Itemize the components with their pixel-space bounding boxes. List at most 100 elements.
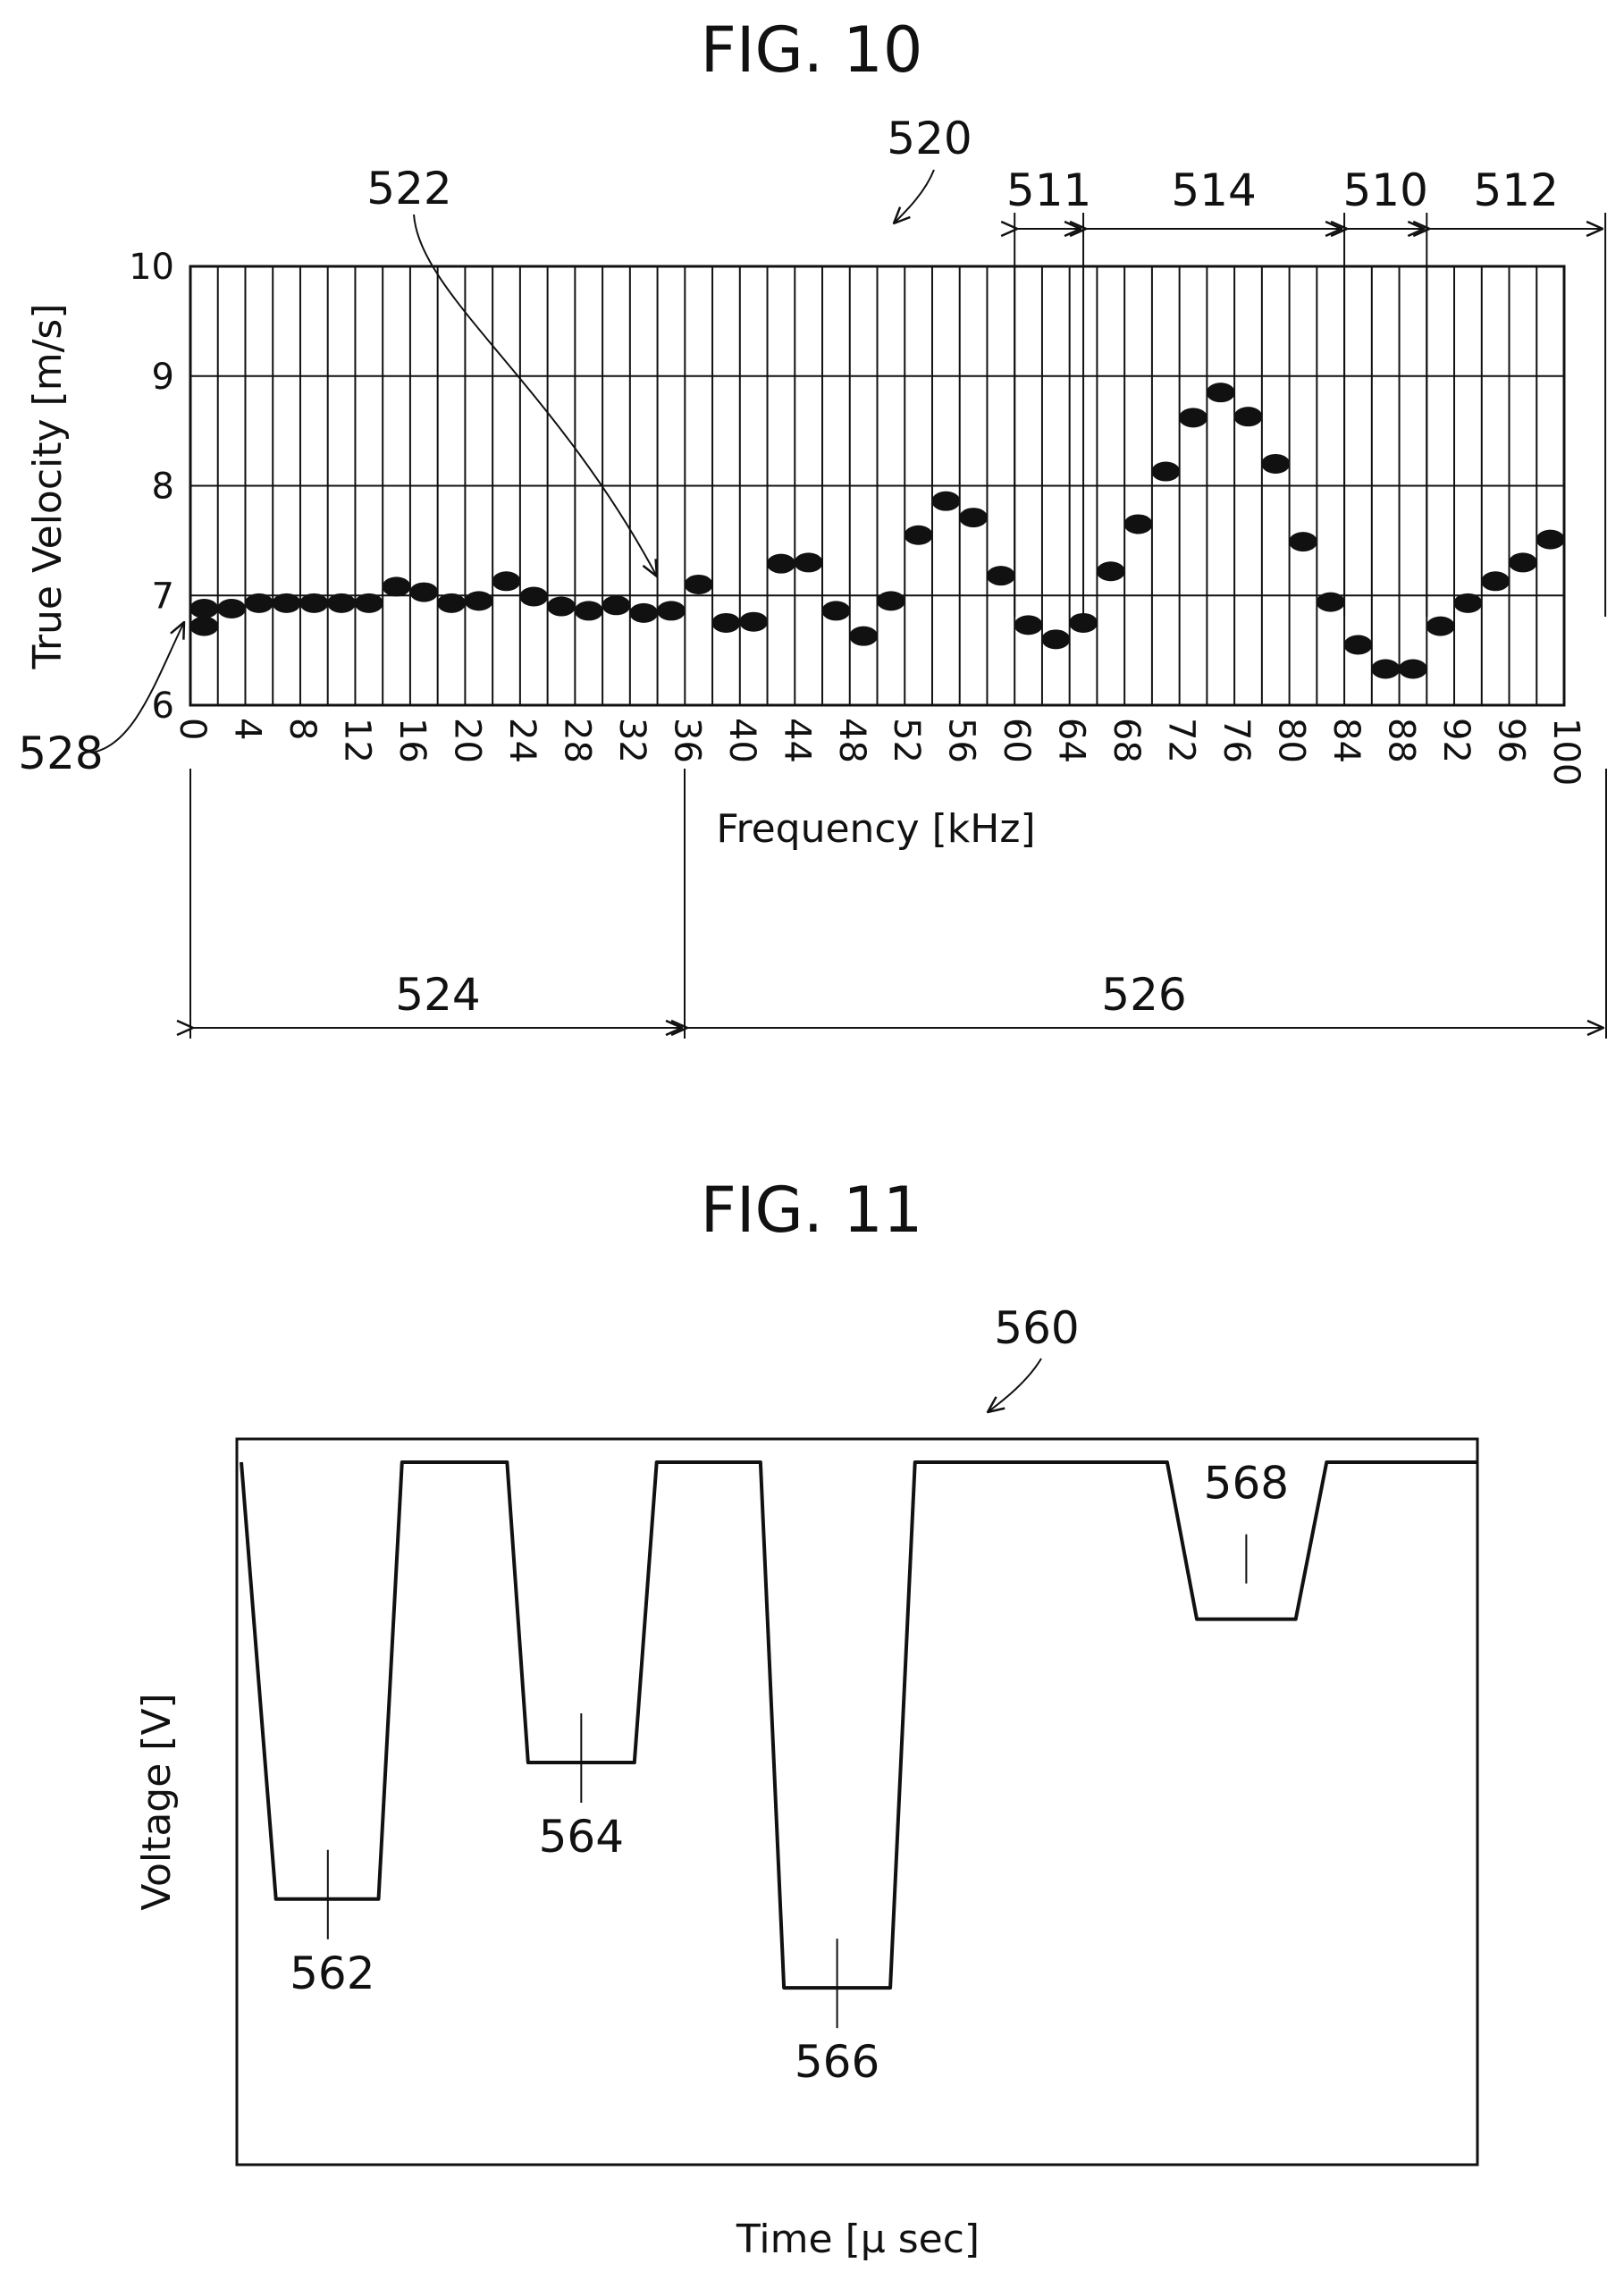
fig10-data-point xyxy=(299,593,329,613)
fig10-y-tick-labels: 6 7 8 9 10 xyxy=(129,247,174,727)
fig10-data-point xyxy=(409,582,439,602)
fig10-data-point xyxy=(437,593,467,613)
fig10-band-label: 511 xyxy=(1006,164,1091,216)
ref-526: 526 xyxy=(1101,969,1186,1021)
fig10-data-point xyxy=(656,601,686,621)
fig10-x-tick-label: 64 xyxy=(1051,718,1092,763)
fig10-data-point xyxy=(1288,532,1317,552)
ref-522: 522 xyxy=(366,163,451,215)
fig10-x-tick-label: 16 xyxy=(391,718,433,763)
fig11-plot-frame xyxy=(235,1437,1479,2166)
fig10-x-tick-label: 32 xyxy=(611,718,652,763)
fig10-x-tick-label: 48 xyxy=(831,718,872,763)
fig10-data-point xyxy=(931,491,961,511)
fig10-data-point xyxy=(1536,529,1565,550)
fig10-x-tick-label: 92 xyxy=(1435,718,1477,763)
fig11-x-axis-label: Time [μ sec] xyxy=(736,2217,980,2262)
ref-520: 520 xyxy=(887,113,972,164)
fig10-data-point xyxy=(1179,408,1208,428)
fig10-data-point xyxy=(189,598,219,618)
fig10-data-point xyxy=(382,576,411,597)
fig10-y-axis-label: True Velocity [m/s] xyxy=(25,304,71,670)
fig10-data-point xyxy=(849,626,879,646)
fig10-y-tick-label: 6 xyxy=(152,686,174,727)
fig10-data-point xyxy=(1398,659,1427,679)
fig10-data-point xyxy=(464,591,493,611)
ref-528: 528 xyxy=(18,728,103,779)
fig10-data-point xyxy=(794,552,823,573)
fig10-band-label: 510 xyxy=(1342,164,1427,216)
fig10-data-point xyxy=(1453,593,1483,613)
fig10-x-tick-label: 8 xyxy=(282,718,323,740)
fig10-band-label: 514 xyxy=(1171,164,1256,216)
fig10-title: FIG. 10 xyxy=(701,13,923,87)
fig10-y-tick-label: 9 xyxy=(152,357,174,398)
fig10-data-point xyxy=(821,601,851,621)
fig10-data-point xyxy=(739,611,769,632)
fig10-data-point xyxy=(574,601,603,621)
fig10-data-point xyxy=(1371,659,1401,679)
fig10-x-tick-label: 0 xyxy=(172,718,213,740)
fig10-data-point xyxy=(492,571,521,592)
ref-560-arrow xyxy=(988,1358,1042,1412)
fig10-data-point xyxy=(1233,407,1263,427)
fig10-data-point xyxy=(1481,571,1510,592)
fig10-x-tick-label: 20 xyxy=(446,718,487,763)
fig10-x-tick-label: 4 xyxy=(226,718,267,740)
fig10-data-point xyxy=(1343,635,1373,655)
fig10-data-point xyxy=(629,602,659,623)
ref-560: 560 xyxy=(994,1302,1079,1354)
fig10-data-point xyxy=(986,566,1015,586)
fig10-data-point xyxy=(1041,629,1071,650)
fig10-data-point xyxy=(1096,561,1125,582)
fig10-data-point xyxy=(1426,616,1455,636)
fig10-data-point xyxy=(1123,514,1153,534)
fig10-data-point xyxy=(1069,612,1098,633)
fig10-x-tick-label: 100 xyxy=(1545,718,1586,786)
ref-524: 524 xyxy=(395,969,480,1021)
fig10-grid xyxy=(190,265,1564,706)
fig10-data-point xyxy=(1151,461,1181,482)
fig10-x-tick-label: 96 xyxy=(1491,718,1532,763)
fig10-data-point xyxy=(904,525,933,545)
fig10-y-tick-label: 10 xyxy=(129,247,174,288)
fig10-data-point xyxy=(1508,552,1537,573)
fig10-x-tick-label: 76 xyxy=(1216,718,1257,763)
fig10-x-tick-label: 44 xyxy=(776,718,817,763)
fig10-x-tick-label: 80 xyxy=(1271,718,1312,763)
fig10-data-point xyxy=(602,595,631,616)
fig10-x-tick-label: 12 xyxy=(336,718,377,763)
fig10-x-tick-label: 52 xyxy=(886,718,927,763)
ref-528-arrow xyxy=(90,622,184,753)
fig10-data-points xyxy=(189,383,1565,679)
fig10-data-point xyxy=(189,616,219,636)
fig11-dip-label: 566 xyxy=(795,2036,879,2088)
fig10-data-point xyxy=(711,612,741,633)
fig10-x-tick-labels: 0 4 8 12 16 20 24 28 32 36 40 44 48 52 56 60 64 68 72 76 80 8… xyxy=(172,718,1586,786)
fig10-data-point xyxy=(766,553,795,574)
fig10-band-label: 512 xyxy=(1473,164,1558,216)
fig10-data-point xyxy=(327,593,357,613)
fig11: FIG. 11 560 562 564 566 568 Voltage [V] Tim… xyxy=(134,1174,1479,2262)
fig10-data-point xyxy=(354,593,383,613)
fig10-x-tick-label: 72 xyxy=(1161,718,1202,763)
fig10-data-point xyxy=(876,591,905,611)
fig10-data-point xyxy=(959,508,989,528)
fig10-x-tick-label: 60 xyxy=(996,718,1037,763)
fig10-frequency-bands: 511 514 510 512 xyxy=(1006,164,1607,617)
fig10-x-tick-label: 24 xyxy=(501,718,543,763)
fig10-y-tick-label: 7 xyxy=(152,576,174,617)
fig11-dip-label: 564 xyxy=(539,1811,624,1863)
fig10-y-tick-label: 8 xyxy=(152,467,174,508)
fig11-dip-label: 562 xyxy=(290,1948,374,1999)
fig11-title: FIG. 11 xyxy=(701,1174,923,1247)
fig10-plot-frame xyxy=(189,265,1566,707)
fig10-data-point xyxy=(217,598,247,618)
fig11-dip-labels: 562 564 566 568 xyxy=(290,1458,1289,2088)
fig10-x-tick-label: 68 xyxy=(1106,718,1147,763)
fig10-x-tick-label: 40 xyxy=(721,718,762,763)
fig10-data-point xyxy=(546,596,576,617)
fig11-y-axis-label: Voltage [V] xyxy=(134,1693,180,1910)
